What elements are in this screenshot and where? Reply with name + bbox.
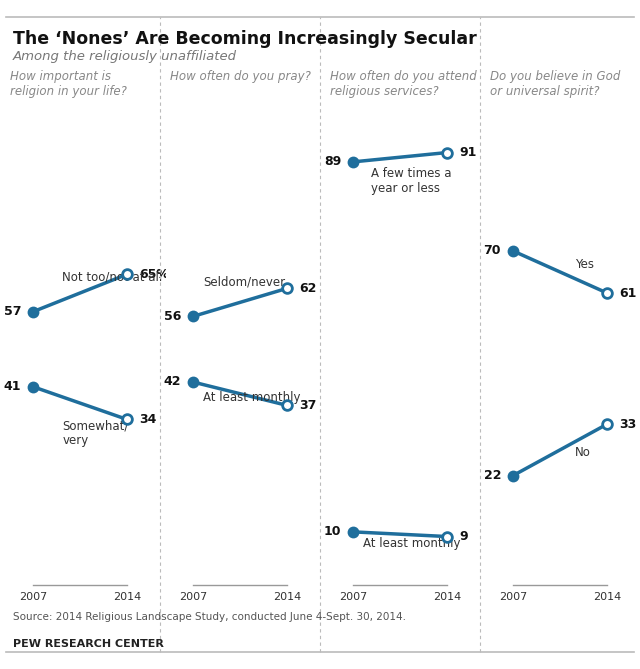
Text: Source: 2014 Religious Landscape Study, conducted June 4-Sept. 30, 2014.: Source: 2014 Religious Landscape Study, … xyxy=(13,612,406,622)
Text: The ‘Nones’ Are Becoming Increasingly Secular: The ‘Nones’ Are Becoming Increasingly Se… xyxy=(13,30,477,48)
Text: How important is
religion in your life?: How important is religion in your life? xyxy=(10,70,127,98)
Text: How often do you pray?: How often do you pray? xyxy=(170,70,310,83)
Text: 2007: 2007 xyxy=(339,592,367,602)
Text: 2014: 2014 xyxy=(433,592,461,602)
Text: Among the religiously unaffiliated: Among the religiously unaffiliated xyxy=(13,50,237,63)
Text: 2014: 2014 xyxy=(113,592,141,602)
Text: Not too/not at all: Not too/not at all xyxy=(62,271,163,284)
Text: 10: 10 xyxy=(324,525,341,539)
Text: 42: 42 xyxy=(164,375,181,389)
Text: 2014: 2014 xyxy=(593,592,621,602)
Text: 65%: 65% xyxy=(139,268,169,281)
Text: 41: 41 xyxy=(4,380,21,393)
Text: 9: 9 xyxy=(459,530,467,543)
Text: 22: 22 xyxy=(484,469,501,482)
Text: 2007: 2007 xyxy=(179,592,207,602)
Text: 62: 62 xyxy=(299,282,316,295)
Text: At least monthly: At least monthly xyxy=(364,537,461,549)
Text: 2007: 2007 xyxy=(19,592,47,602)
Text: 89: 89 xyxy=(324,155,341,169)
Text: 70: 70 xyxy=(484,244,501,258)
Text: A few times a
year or less: A few times a year or less xyxy=(371,167,451,195)
Text: Yes: Yes xyxy=(575,258,594,272)
Text: Seldom/never: Seldom/never xyxy=(204,276,285,288)
Text: 57: 57 xyxy=(4,305,21,318)
Text: How often do you attend
religious services?: How often do you attend religious servic… xyxy=(330,70,476,98)
Text: No: No xyxy=(575,446,591,459)
Text: 2014: 2014 xyxy=(273,592,301,602)
Text: 33: 33 xyxy=(619,417,636,431)
Text: At least monthly: At least monthly xyxy=(204,391,301,404)
Text: 91: 91 xyxy=(459,146,476,159)
Text: 56: 56 xyxy=(164,310,181,323)
Text: PEW RESEARCH CENTER: PEW RESEARCH CENTER xyxy=(13,639,164,649)
Text: 37: 37 xyxy=(299,399,316,412)
Text: 34: 34 xyxy=(139,413,156,426)
Text: 2007: 2007 xyxy=(499,592,527,602)
Text: Do you believe in God
or universal spirit?: Do you believe in God or universal spiri… xyxy=(490,70,620,98)
Text: Somewhat/
very: Somewhat/ very xyxy=(62,419,129,448)
Text: 61: 61 xyxy=(619,286,636,300)
